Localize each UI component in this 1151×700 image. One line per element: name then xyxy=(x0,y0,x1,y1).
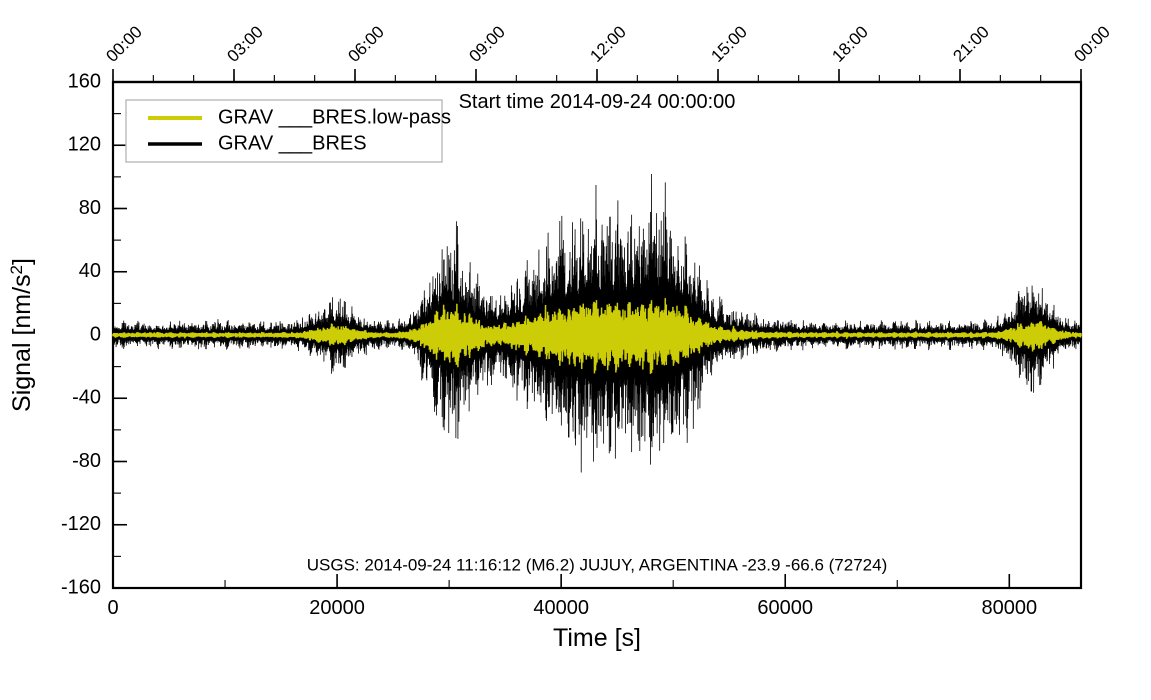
bottom-time-axis: 0 20000 40000 60000 80000 xyxy=(107,574,1037,619)
y-tick-label: -80 xyxy=(72,450,101,472)
y-tick-label: -40 xyxy=(72,387,101,409)
x-tick-label: 80000 xyxy=(981,597,1037,619)
waveform-traces xyxy=(112,174,1082,473)
trace-lowpass-signal xyxy=(112,298,1082,374)
top-tick-label: 12:00 xyxy=(586,22,630,66)
x-tick-label: 60000 xyxy=(757,597,813,619)
signal-value-axis: -160 -120 -80 -40 0 40 80 120 160 xyxy=(61,70,127,598)
y-tick-label: 0 xyxy=(90,323,101,345)
top-tick-label: 03:00 xyxy=(223,22,267,66)
top-tick-label: 00:00 xyxy=(102,22,146,66)
legend-box xyxy=(125,99,443,163)
top-tick-label: 15:00 xyxy=(707,22,751,66)
top-tick-label: 09:00 xyxy=(465,22,509,66)
y-tick-label: 160 xyxy=(68,70,101,92)
y-tick-label: 120 xyxy=(68,134,101,156)
top-tick-label: 21:00 xyxy=(949,22,993,66)
x-axis-title: Time [s] xyxy=(553,624,641,652)
top-tick-label: 18:00 xyxy=(828,22,872,66)
legend-label: GRAV ___BRES xyxy=(218,132,367,154)
y-tick-label: 80 xyxy=(79,197,101,219)
y-tick-label: -160 xyxy=(61,576,101,598)
y-axis-title: Signal [nm/s2] xyxy=(7,258,36,412)
chart-legend: GRAV ___BRES.low-pass GRAV ___BRES xyxy=(125,99,451,163)
top-time-axis: 00:00 03:00 06:00 09:00 12:00 15:00 18:00 21:00… xyxy=(102,22,1114,84)
x-tick-label: 20000 xyxy=(309,597,365,619)
plot-title: Start time 2014-09-24 00:00:00 xyxy=(459,91,736,113)
usgs-event-annotation: USGS: 2014-09-24 11:16:12 (M6.2) JUJUY, … xyxy=(307,555,888,574)
y-tick-label: -120 xyxy=(61,513,101,535)
legend-label: GRAV ___BRES.low-pass xyxy=(218,106,451,128)
top-tick-label: 06:00 xyxy=(344,22,388,66)
top-tick-label: 00:00 xyxy=(1070,22,1114,66)
x-tick-label: 40000 xyxy=(533,597,589,619)
x-tick-label: 0 xyxy=(107,597,118,619)
chart-labels: Start time 2014-09-24 00:00:00 USGS: 2014… xyxy=(7,91,887,652)
y-tick-label: 40 xyxy=(79,260,101,282)
